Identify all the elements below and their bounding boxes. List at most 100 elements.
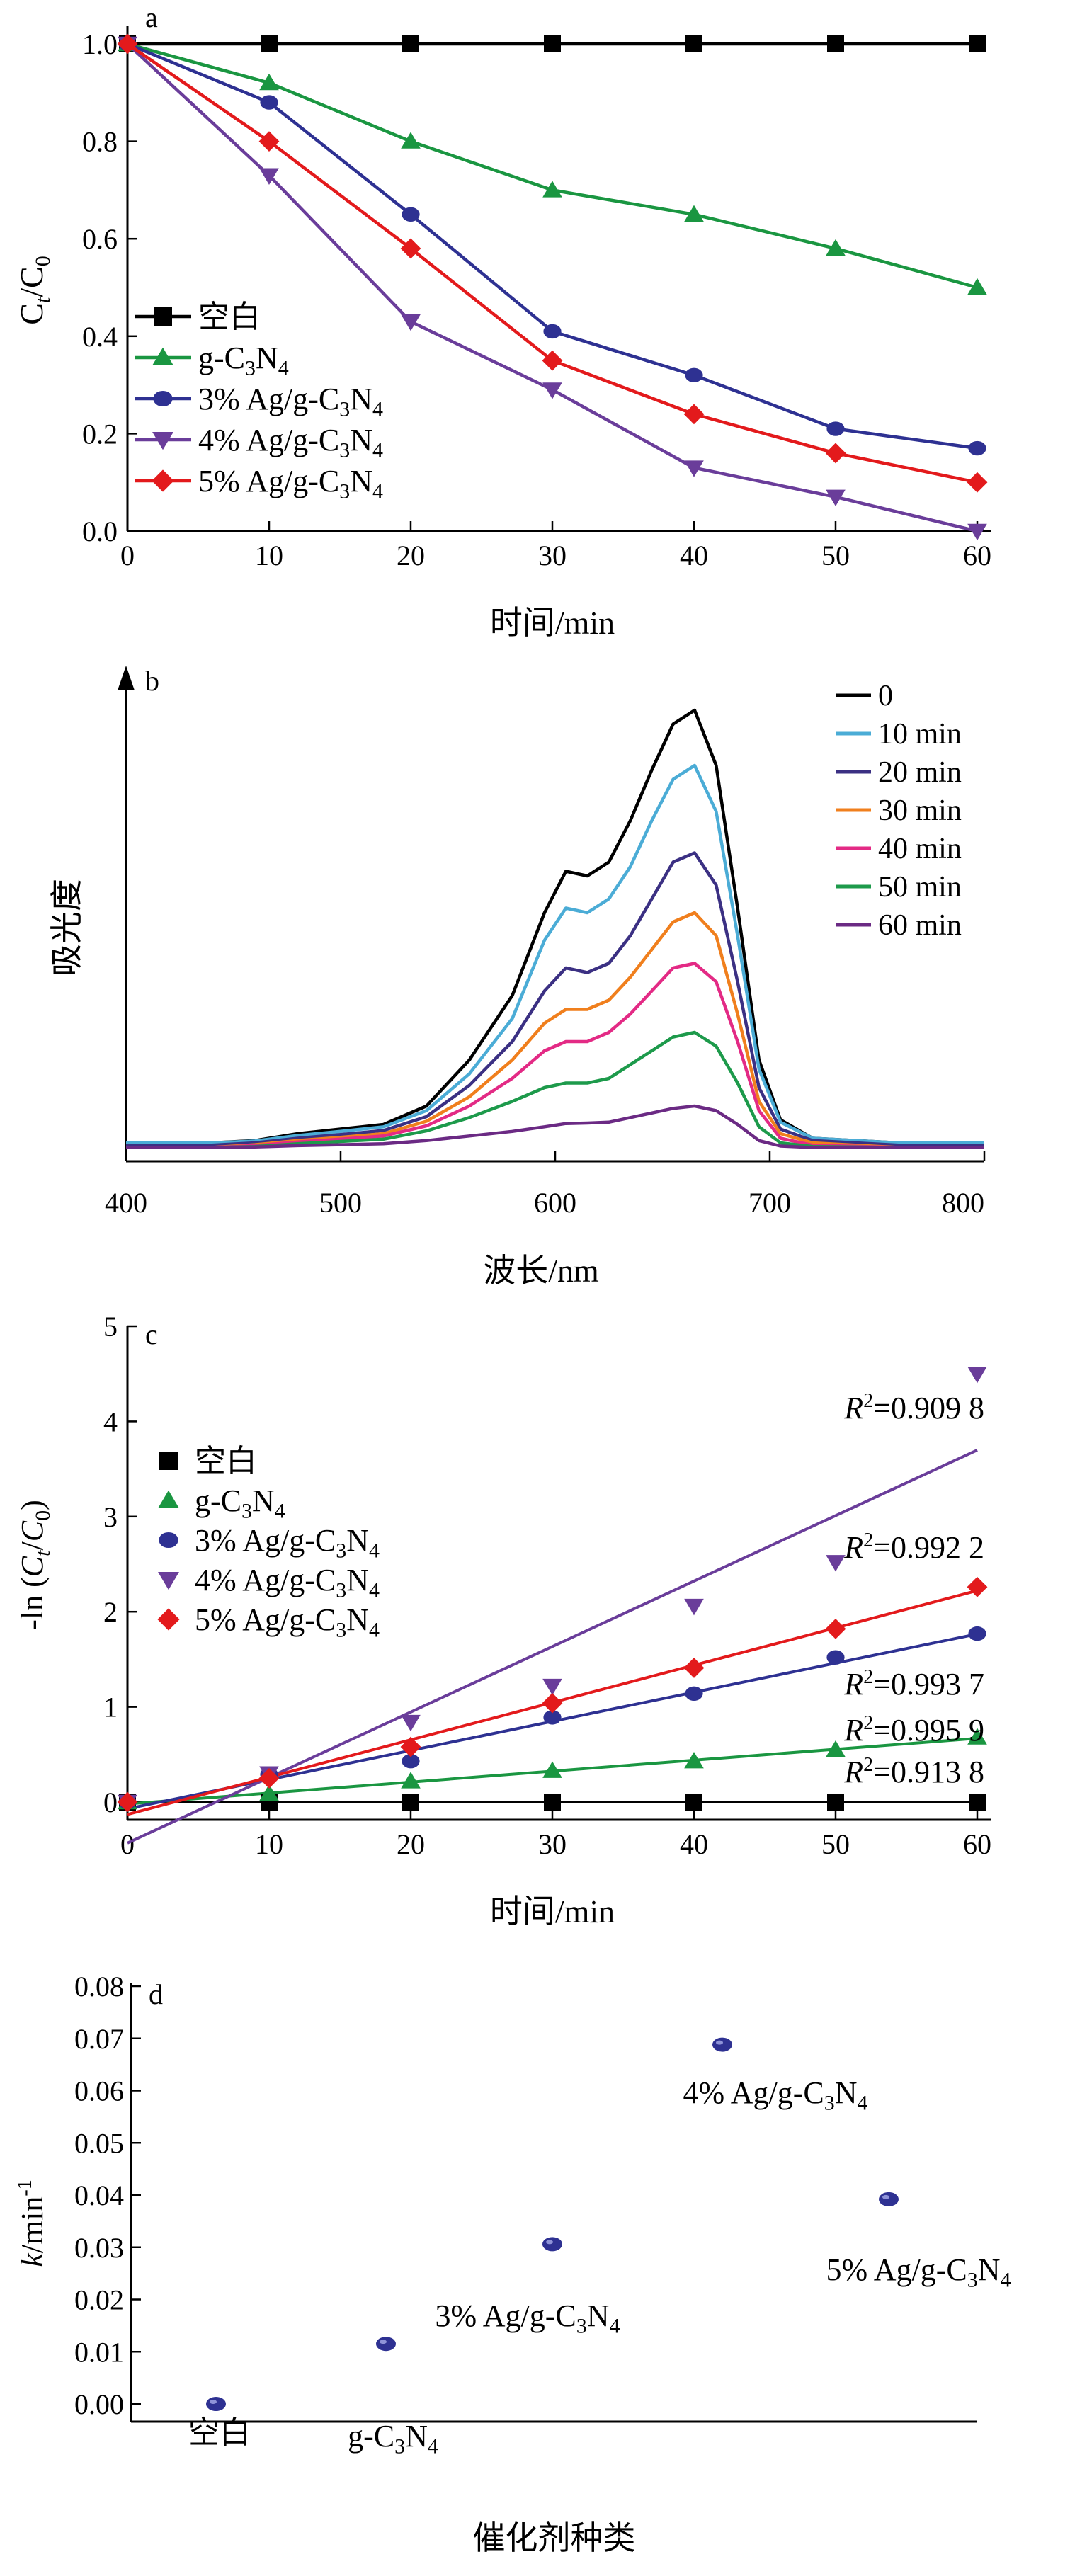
x-tick-label: 10 (255, 1828, 283, 1860)
y-tick-label: 0.01 (74, 2336, 124, 2368)
x-tick-label: 10 (255, 540, 283, 571)
data-point (968, 1626, 986, 1641)
legend-label: 10 min (878, 718, 962, 751)
data-point (825, 1618, 846, 1639)
legend-label: 空白 (198, 300, 261, 334)
r2-label: R2=0.993 7 (843, 1666, 984, 1702)
legend-label: 30 min (878, 794, 962, 827)
data-point-highlight (380, 2340, 387, 2344)
data-point (259, 73, 279, 91)
r2-label: R2=0.909 8 (843, 1390, 984, 1425)
data-point (967, 278, 987, 295)
r2-label: R2=0.995 9 (843, 1712, 984, 1748)
x-tick-label: 800 (942, 1187, 984, 1219)
y-tick-label: 0 (103, 1786, 118, 1818)
y-tick-label: 0.04 (74, 2179, 124, 2211)
data-point (967, 1576, 988, 1597)
series-line (126, 1104, 984, 1149)
data-point (712, 2037, 732, 2052)
y-tick-label: 2 (103, 1596, 118, 1628)
x-tick-label: 40 (680, 1828, 708, 1860)
data-point (879, 2192, 899, 2206)
data-point (400, 238, 421, 259)
legend-label: 60 min (878, 909, 962, 942)
legend-label: 5% Ag/g-C3​N4​ (195, 1602, 380, 1642)
data-point (402, 35, 419, 52)
legend-marker (159, 1452, 178, 1470)
series-line (127, 42, 978, 290)
data-point (826, 239, 846, 256)
data-point (117, 1791, 138, 1813)
data-point (684, 1598, 704, 1616)
legend-label: 4% Ag/g-C3​N4​ (195, 1563, 380, 1602)
data-point (685, 367, 703, 383)
y-tick-label: 3 (103, 1501, 118, 1533)
x-tick-label: 500 (319, 1187, 362, 1219)
x-tick-label: 30 (538, 540, 567, 571)
y-tick-label: 0.08 (74, 1971, 124, 2002)
x-tick-label: 60 (963, 1828, 991, 1860)
legend-label: 0 (878, 680, 893, 712)
data-point (260, 95, 278, 110)
x-tick-label: 400 (105, 1187, 147, 1219)
series-line (126, 42, 978, 533)
legend-label: 3% Ag/g-C3​N4​ (198, 382, 383, 421)
data-point (826, 421, 845, 436)
y-tick-label: 1 (103, 1692, 118, 1723)
data-point (685, 1794, 702, 1811)
legend-label: 5% Ag/g-C3​N4​ (198, 464, 383, 503)
data-point (826, 1650, 845, 1665)
data-point (376, 2337, 396, 2352)
data-point (683, 1658, 705, 1678)
data-point (542, 181, 562, 198)
y-tick-label: 4 (103, 1406, 118, 1437)
legend-marker (152, 347, 173, 366)
x-axis-label: 时间/min (490, 605, 615, 641)
panel-letter: b (145, 665, 159, 697)
data-point (542, 350, 563, 371)
y-axis-label: -ln (Ct/C0) (15, 1500, 55, 1629)
legend-marker (158, 1490, 179, 1509)
legend-marker (154, 307, 172, 326)
x-tick-label: 60 (963, 540, 991, 571)
data-point (967, 523, 987, 541)
x-tick-label: 40 (680, 540, 708, 571)
data-point (542, 1692, 563, 1714)
y-axis-label: 吸光度 (49, 879, 85, 976)
legend-marker (152, 469, 174, 492)
x-axis-label: 波长/nm (483, 1253, 599, 1289)
legend-marker (158, 1571, 179, 1590)
data-point (401, 314, 421, 331)
data-point (683, 404, 705, 425)
r2-label: R2=0.913 8 (843, 1754, 984, 1789)
data-point (826, 1740, 846, 1757)
data-point (544, 35, 561, 52)
data-point (685, 1686, 703, 1701)
legend-marker (153, 390, 173, 407)
y-tick-label: 0.0 (82, 515, 118, 547)
x-tick-label: 20 (397, 540, 425, 571)
data-point (968, 440, 986, 456)
panel-c: c 0 10 20 30 40 50 60 0 1 2 3 4 5 时间/min -ln (Ct/C0) R2=… (15, 1311, 991, 1930)
data-point (969, 35, 986, 52)
y-tick-label: 0.07 (74, 2023, 124, 2055)
panel-a: a 0 10 20 30 40 50 60 0.0 0.2 0.4 0.6 0.8 1.0 时间/min Ct… (13, 1, 991, 641)
y-tick-label: 5 (103, 1311, 118, 1343)
legend-label: g-C3​N4​ (198, 341, 289, 380)
series-line (126, 763, 984, 1145)
series-line (126, 962, 984, 1149)
y-tick-label: 0.2 (82, 418, 118, 450)
category-label: 空白 (188, 2415, 251, 2450)
legend-label: 40 min (878, 833, 962, 865)
series-line (126, 708, 984, 1145)
legend-marker (157, 1608, 180, 1631)
y-tick-label: 0.03 (74, 2232, 124, 2264)
data-point (542, 382, 562, 399)
data-point (542, 1678, 562, 1696)
data-point (542, 2237, 562, 2252)
panel-letter: c (145, 1318, 158, 1350)
data-point (259, 168, 279, 185)
y-axis-label: k/min-1 (14, 2179, 50, 2267)
data-point (826, 489, 846, 507)
